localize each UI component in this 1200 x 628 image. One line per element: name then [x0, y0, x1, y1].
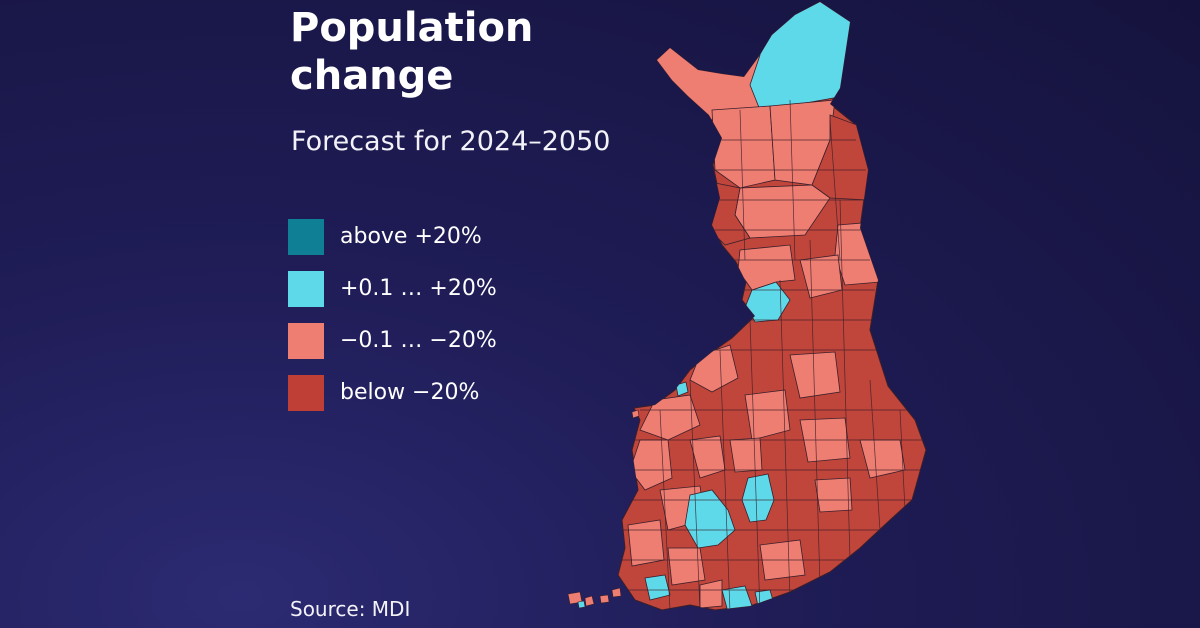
region-lakes-b: [814, 477, 853, 513]
source-note: Source: MDI: [290, 597, 411, 621]
map-title: Population change: [290, 5, 534, 99]
legend-label: +0.1 … +20%: [340, 276, 497, 301]
legend-swatch-dark-red: [288, 375, 324, 411]
legend-swatch-dark-teal: [288, 219, 324, 255]
region-turku: [644, 574, 671, 601]
region-central-b: [744, 389, 791, 441]
municipality-regions: [627, 2, 906, 610]
legend-swatch-salmon: [288, 323, 324, 359]
legend-swatch-light-cyan: [288, 271, 324, 307]
map-subtitle: Forecast for 2024–2050: [291, 126, 611, 157]
finland-shape: [567, 1, 927, 611]
municipality-borders: [618, 99, 925, 610]
region-vaasa-islet: [675, 381, 689, 397]
region-lakes-a: [729, 437, 763, 473]
legend-label: below −20%: [340, 380, 480, 405]
region-central-a: [789, 351, 841, 399]
region-tampere: [684, 489, 736, 549]
region-ostrobothnia-coast-b: [639, 394, 701, 441]
region-utsjoki-inari: [749, 2, 861, 111]
archipelago-islands: [567, 409, 640, 609]
region-south-c: [699, 579, 723, 609]
legend-label: −0.1 … −20%: [340, 328, 497, 353]
region-south-a: [667, 547, 706, 586]
legend-label: above +20%: [340, 224, 482, 249]
region-west-c: [627, 519, 665, 567]
